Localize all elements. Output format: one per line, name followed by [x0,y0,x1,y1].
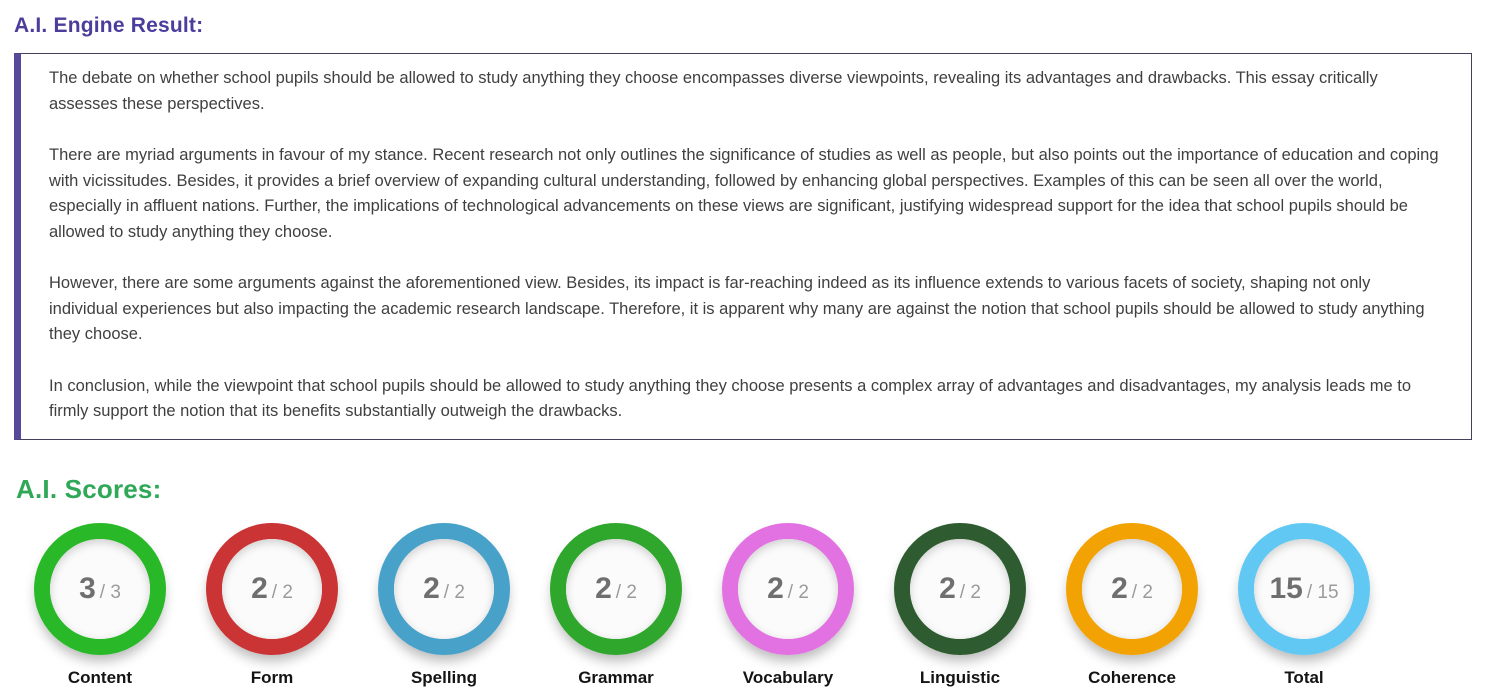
score-denominator: / 2 [959,581,981,603]
score-ring-linguistic: 2/ 2 [894,522,1026,655]
score-label-grammar: Grammar [578,667,654,687]
score-label-spelling: Spelling [410,667,478,687]
score-ring-coherence: 2/ 2 [1066,522,1198,655]
scores-heading: A.I. Scores: [16,473,162,504]
score-number: 2 [939,571,956,605]
score-number: 15 [1269,571,1303,605]
essay-result-box: The debate on whether school pupils shou… [14,53,1472,440]
score-denominator: / 2 [787,581,809,603]
score-label-coherence: Coherence [1088,667,1176,687]
score-number: 2 [423,571,440,605]
score-label-total: Total [1284,667,1324,687]
score-value-total: 15/ 15 [1254,538,1354,639]
score-number: 3 [79,571,96,605]
score-card-total: 15/ 15 Total [1218,522,1390,688]
score-card-linguistic: 2/ 2 Linguistic [874,522,1046,688]
score-value-linguistic: 2/ 2 [910,538,1010,639]
engine-result-heading: A.I. Engine Result: [14,14,204,37]
score-value-coherence: 2/ 2 [1082,538,1182,639]
score-value-content: 3/ 3 [50,538,150,639]
essay-paragraph-3: However, there are some arguments agains… [49,274,1425,343]
score-denominator: / 2 [443,581,465,603]
essay-paragraph-4: In conclusion, while the viewpoint that … [49,376,1412,421]
score-value-form: 2/ 2 [222,538,322,639]
score-value-vocabulary: 2/ 2 [738,538,838,639]
score-ring-form: 2/ 2 [206,522,338,655]
score-card-vocabulary: 2/ 2 Vocabulary [702,522,874,688]
score-ring-vocabulary: 2/ 2 [722,522,854,655]
score-denominator: / 2 [615,581,637,603]
score-label-linguistic: Linguistic [919,667,1001,687]
score-denominator: / 2 [1131,581,1153,603]
score-ring-spelling: 2/ 2 [378,522,510,655]
score-number: 2 [251,571,268,605]
score-ring-total: 15/ 15 [1238,522,1370,655]
score-value-spelling: 2/ 2 [394,538,494,639]
essay-paragraph-2: There are myriad arguments in favour of … [49,146,1439,241]
essay-paragraph-1: The debate on whether school pupils shou… [49,69,1378,113]
score-ring-grammar: 2/ 2 [550,522,682,655]
score-card-coherence: 2/ 2 Coherence [1046,522,1218,688]
score-label-content: Content [67,667,133,687]
score-value-grammar: 2/ 2 [566,538,666,639]
score-card-form: 2/ 2 Form [186,522,358,688]
score-denominator: / 3 [99,581,121,603]
scores-row: 3/ 3 Content 2/ 2 Form 2/ 2 [14,522,1472,688]
score-denominator: / 2 [271,581,293,603]
score-number: 2 [595,571,612,605]
score-denominator: / 15 [1306,581,1339,603]
score-ring-content: 3/ 3 [34,522,166,655]
score-label-form: Form [250,667,294,687]
score-number: 2 [767,571,784,605]
score-card-content: 3/ 3 Content [14,522,186,688]
score-card-grammar: 2/ 2 Grammar [530,522,702,688]
score-label-vocabulary: Vocabulary [742,667,834,687]
score-card-spelling: 2/ 2 Spelling [358,522,530,688]
score-number: 2 [1111,571,1128,605]
